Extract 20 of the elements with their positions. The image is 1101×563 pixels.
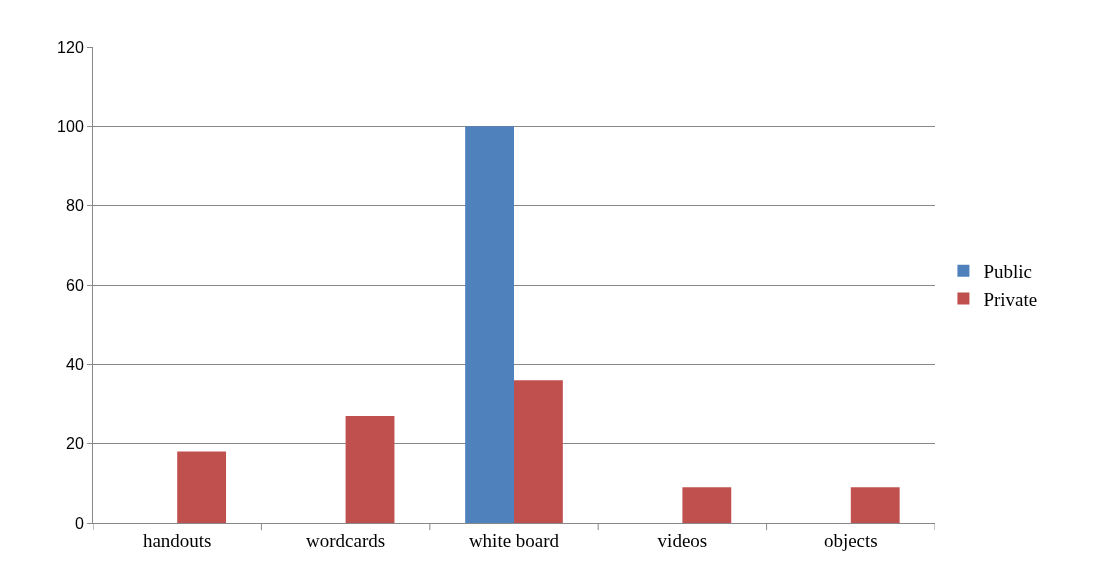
y-tick-label: 120 (57, 38, 84, 56)
y-tick-label: 100 (57, 117, 84, 135)
x-tick-label: videos (657, 529, 708, 551)
x-tick-label: wordcards (306, 529, 386, 551)
legend-label: Private (983, 288, 1038, 310)
bar (345, 415, 395, 523)
bar (850, 487, 900, 523)
x-tick-label: handouts (142, 529, 212, 551)
y-tick-label: 60 (66, 276, 84, 294)
legend-label: Public (983, 261, 1032, 283)
x-tick-label: white board (468, 529, 560, 551)
y-tick-label: 0 (74, 514, 84, 532)
bar (682, 487, 732, 523)
y-tick-label: 40 (66, 355, 84, 373)
x-tick-label: objects (823, 529, 878, 551)
bar (465, 126, 514, 523)
y-tick-label: 20 (66, 435, 84, 453)
bar (514, 380, 563, 523)
bar (177, 451, 227, 523)
y-tick-label: 80 (66, 197, 84, 215)
